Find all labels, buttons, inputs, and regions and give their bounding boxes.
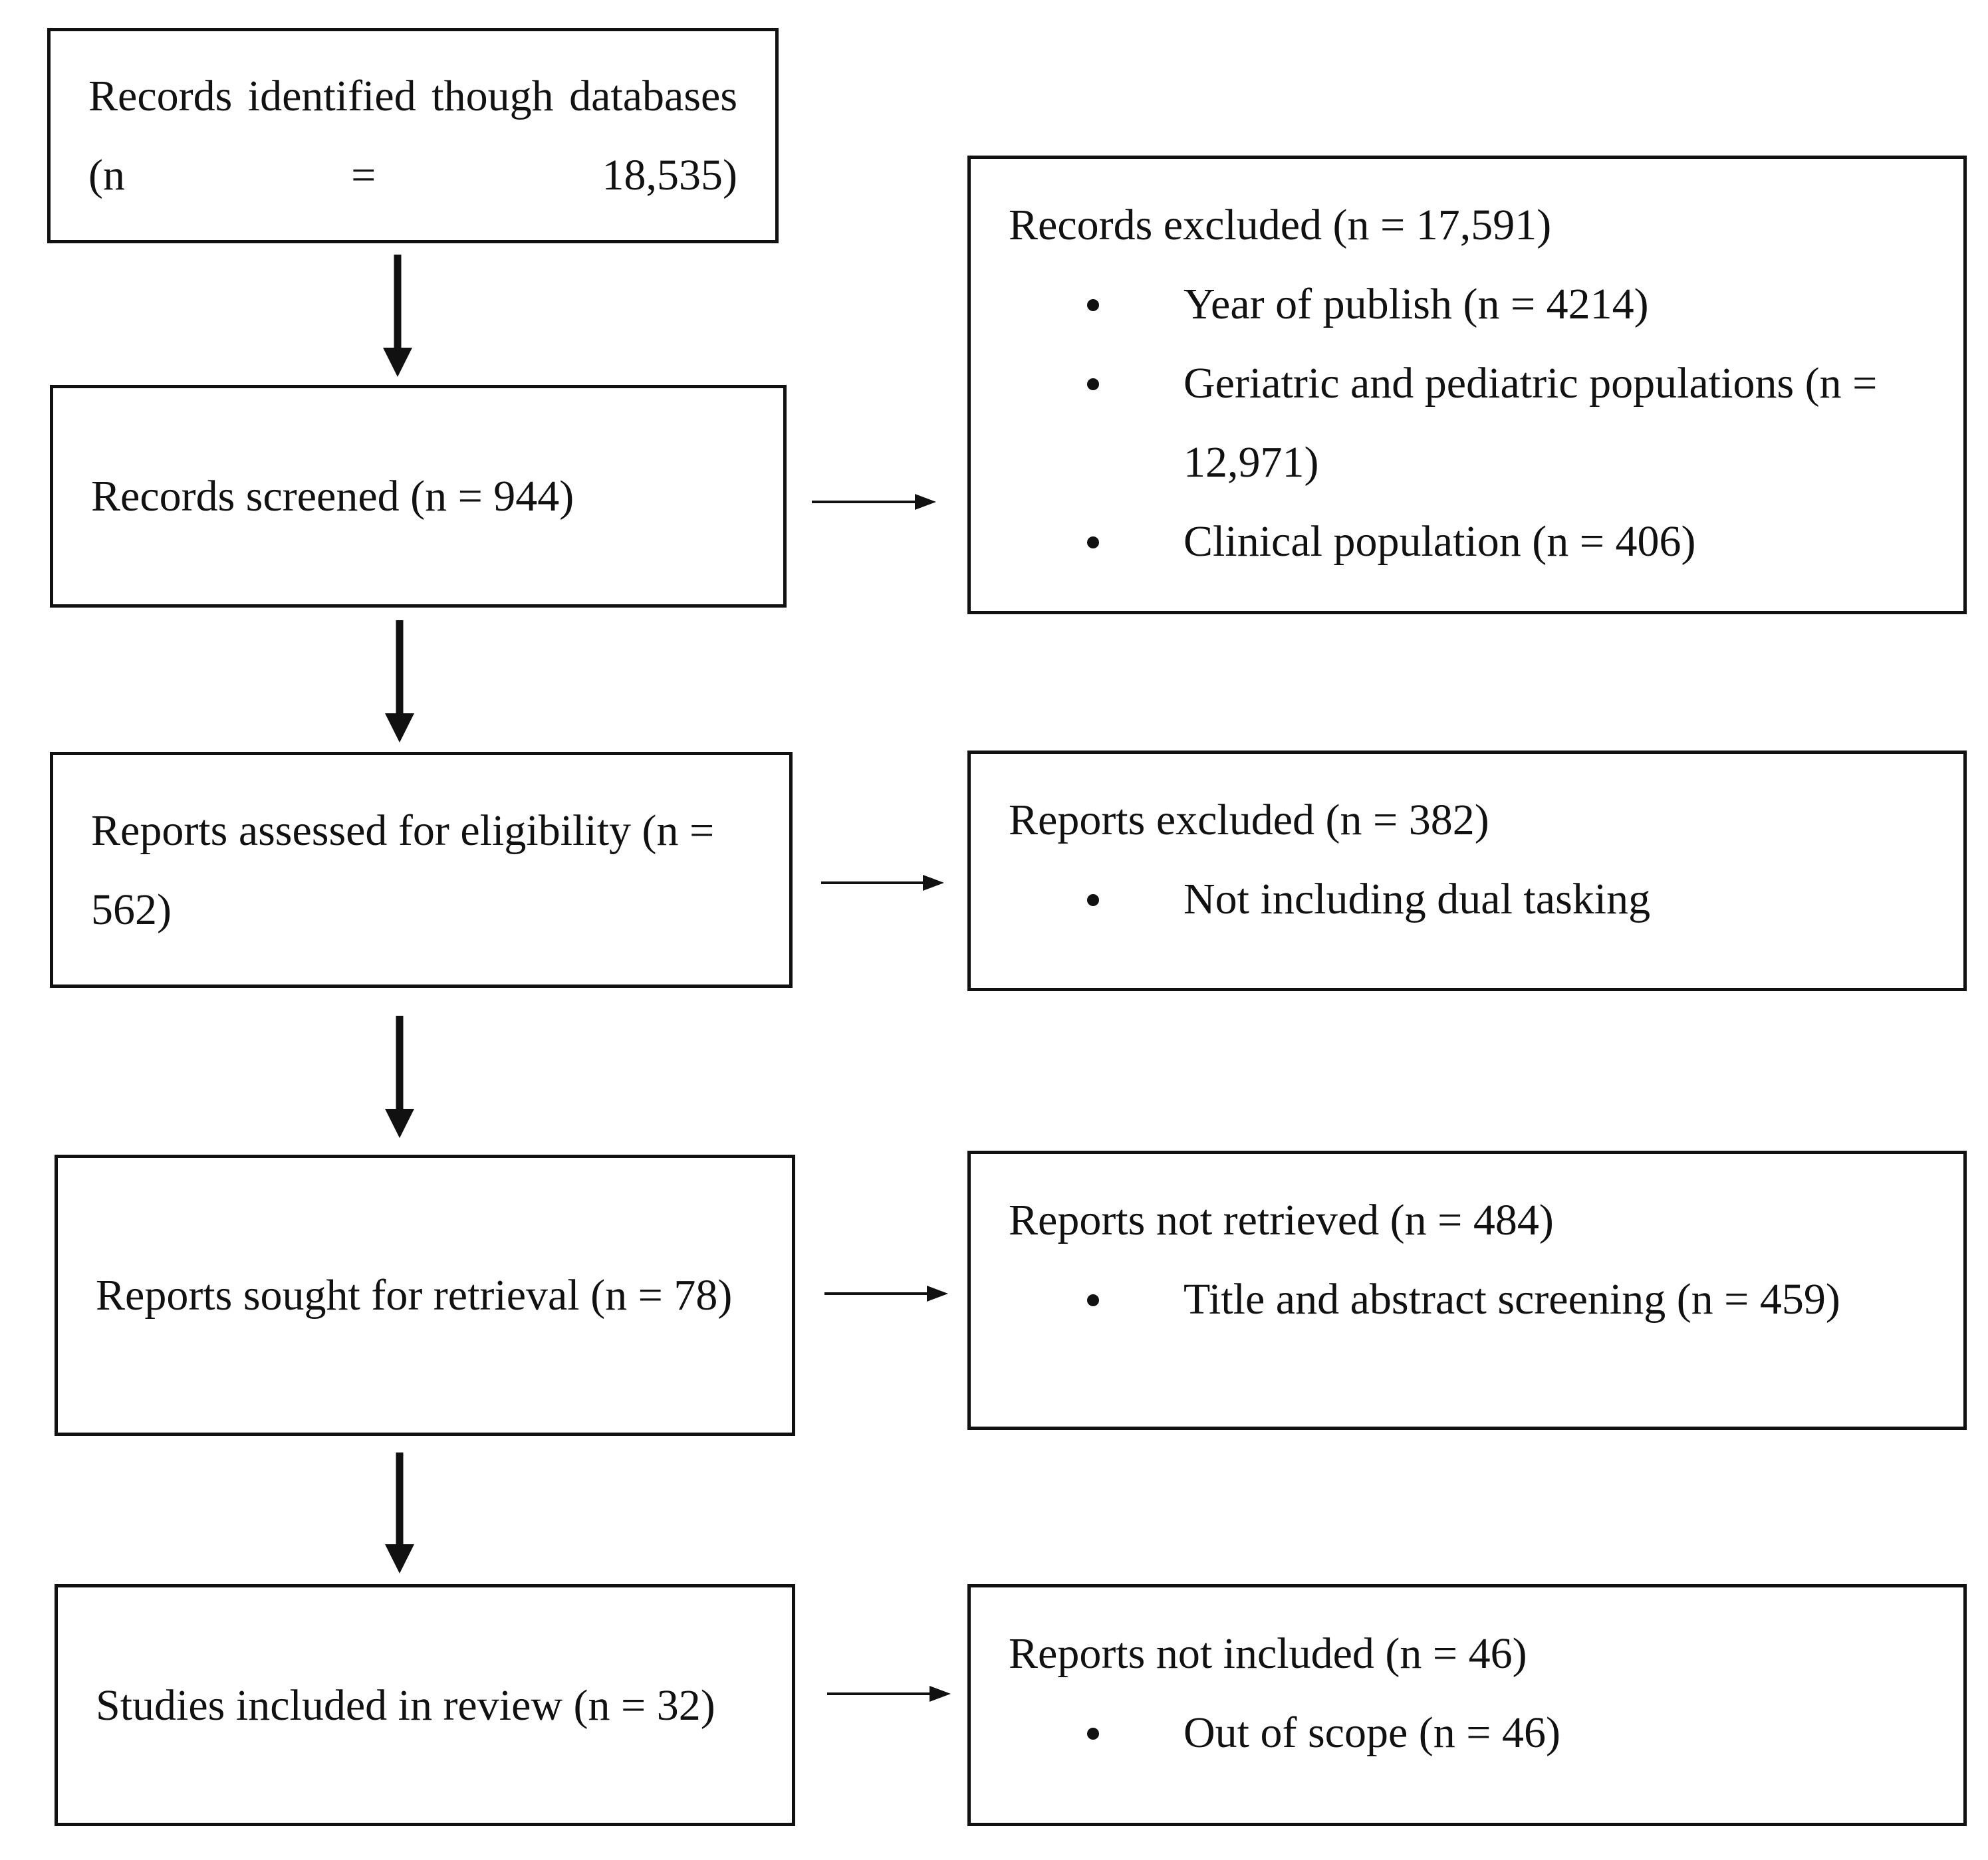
exclusion-title: Reports not included (n = 46) [1009,1629,1527,1678]
reason-list: Title and abstract screening (n = 459) [1009,1260,1926,1339]
step-text: Records screened (n = 944) [91,472,574,521]
side-arrows [812,494,951,1702]
step-text: Studies included in review (n = 32) [96,1681,715,1730]
step-box: Records identified though databases (n =… [47,28,779,243]
reason-list: Out of scope (n = 46) [1009,1693,1926,1772]
exclusion-box: Reports excluded (n = 382) Not including … [967,751,1967,991]
reason-item: Not including dual tasking [1087,860,1899,939]
exclusion-box: Reports not retrieved (n = 484) Title and… [967,1151,1967,1430]
step-text: Reports assessed for eligibility (n = 56… [91,806,715,934]
reason-list: Year of publish (n = 4214) Geriatric and … [1009,265,1926,581]
step-box: Studies included in review (n = 32) [55,1584,795,1826]
exclusion-box: Reports not included (n = 46) Out of scop… [967,1584,1967,1826]
step-box: Reports assessed for eligibility (n = 56… [50,752,793,988]
reason-list: Not including dual tasking [1009,860,1926,939]
reason-item: Year of publish (n = 4214) [1087,265,1899,344]
exclusion-title: Reports excluded (n = 382) [1009,796,1489,844]
reason-item: Title and abstract screening (n = 459) [1087,1260,1899,1339]
step-text: Reports sought for retrieval (n = 78) [96,1271,733,1320]
exclusion-box: Records excluded (n = 17,591) Year of pub… [967,156,1967,614]
step-box: Records screened (n = 944) [50,385,787,608]
step-box: Reports sought for retrieval (n = 78) [55,1155,795,1436]
reason-item: Out of scope (n = 46) [1087,1693,1899,1772]
down-arrows [383,255,414,1573]
exclusion-title: Records excluded (n = 17,591) [1009,201,1552,249]
reason-item: Geriatric and pediatric populations (n =… [1087,344,1899,502]
step-text: Records identified though databases (n =… [88,72,737,199]
exclusion-title: Reports not retrieved (n = 484) [1009,1196,1554,1244]
reason-item: Clinical population (n = 406) [1087,502,1899,581]
